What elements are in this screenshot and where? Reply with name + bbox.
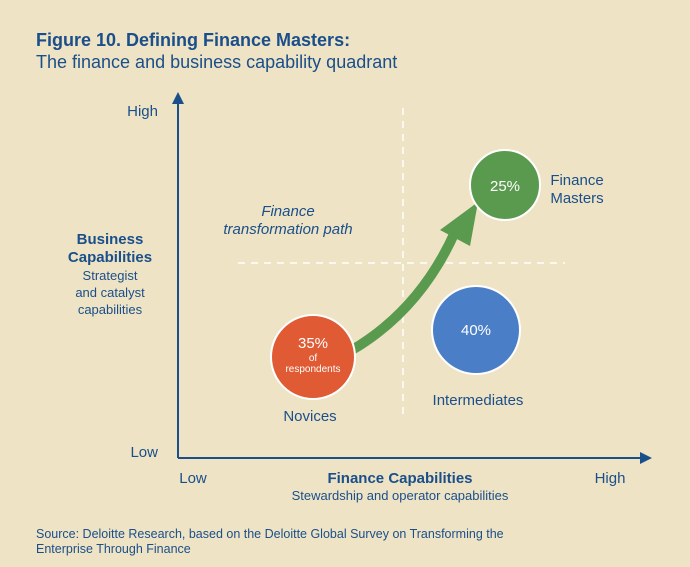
y-low: Low: [130, 444, 158, 461]
x-label: Finance Capabilities: [327, 470, 472, 487]
node-value: 35%: [298, 335, 328, 352]
y-arrowhead: [172, 92, 184, 104]
y-sublabel: capabilities: [78, 302, 143, 317]
y-label: Capabilities: [68, 249, 152, 266]
source: Source: Deloitte Research, based on the …: [36, 527, 504, 541]
node-value: 25%: [490, 178, 520, 195]
node-label: Intermediates: [433, 392, 524, 409]
transformation-arrowhead: [440, 202, 478, 246]
path-label: Finance: [261, 203, 314, 220]
node-note: respondents: [285, 364, 340, 375]
subtitle: The finance and business capability quad…: [36, 52, 397, 72]
masters-circle: [469, 149, 541, 221]
transformation-arrow: [349, 229, 460, 355]
node-label: Finance: [550, 172, 603, 189]
novices-circle: [270, 314, 356, 400]
y-label: Business: [77, 231, 144, 248]
x-low: Low: [179, 470, 207, 487]
x-sublabel: Stewardship and operator capabilities: [292, 488, 509, 503]
node-value: 40%: [461, 322, 491, 339]
source: Enterprise Through Finance: [36, 542, 191, 556]
x-high: High: [595, 470, 626, 487]
y-sublabel: and catalyst: [75, 285, 145, 300]
y-sublabel: Strategist: [83, 268, 138, 283]
path-label: transformation path: [223, 221, 352, 238]
node-label: Novices: [283, 408, 336, 425]
x-arrowhead: [640, 452, 652, 464]
y-high: High: [127, 103, 158, 120]
intermediates-circle: [431, 285, 521, 375]
title: Figure 10. Defining Finance Masters:: [36, 30, 350, 50]
node-label: Masters: [550, 190, 603, 207]
node-note: of: [309, 353, 318, 364]
